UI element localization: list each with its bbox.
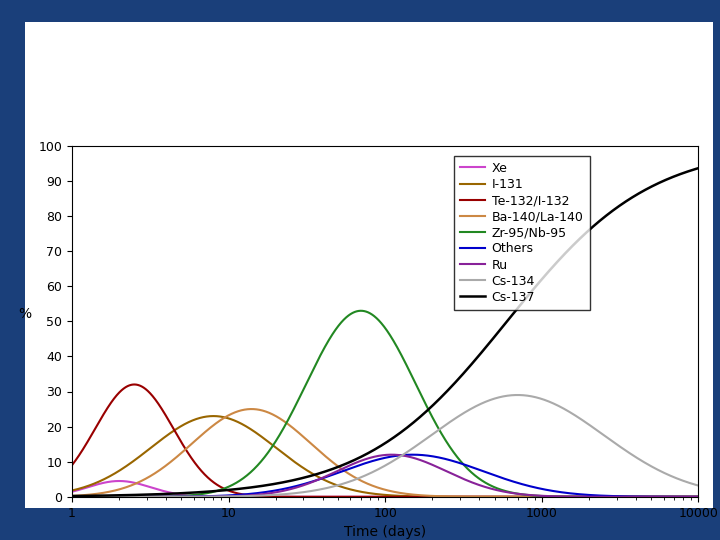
Line: Te-132/I-132: Te-132/I-132	[72, 384, 698, 497]
Ba-140/La-140	[68, 492, 76, 499]
Line: Xe: Xe	[72, 481, 698, 497]
Others	[614, 493, 623, 500]
Zr-95/Nb-95	[682, 494, 690, 500]
Te-132/I-132	[682, 494, 690, 500]
Xe	[68, 489, 76, 495]
I-131	[694, 494, 703, 500]
Ru	[682, 494, 690, 500]
Te-132/I-132	[614, 494, 623, 500]
Zr-95/Nb-95	[68, 494, 76, 500]
Ru	[68, 494, 76, 500]
Cs-137	[176, 490, 185, 496]
Line: Others: Others	[72, 455, 698, 497]
X-axis label: Time (days): Time (days)	[344, 525, 426, 539]
Ba-140/La-140	[139, 477, 148, 483]
Xe	[140, 482, 148, 488]
Ba-140/La-140	[682, 494, 690, 500]
Cs-137	[68, 493, 76, 500]
Ba-140/La-140	[336, 464, 344, 471]
Xe	[336, 494, 344, 500]
Line: I-131: I-131	[72, 416, 698, 497]
Te-132/I-132	[140, 384, 148, 391]
I-131	[209, 413, 217, 420]
Cs-134	[614, 443, 623, 449]
Zr-95/Nb-95	[694, 494, 703, 500]
Cs-134	[682, 478, 690, 485]
Cs-137	[335, 463, 343, 470]
Xe	[682, 494, 690, 500]
Zr-95/Nb-95	[308, 368, 317, 375]
Ru	[139, 494, 148, 500]
Ba-140/La-140	[694, 494, 703, 500]
Ru	[694, 494, 703, 500]
Xe	[115, 478, 124, 484]
Ba-140/La-140	[247, 406, 256, 413]
Cs-134	[694, 482, 703, 489]
Xe	[694, 494, 703, 500]
Legend: Xe, I-131, Te-132/I-132, Ba-140/La-140, Zr-95/Nb-95, Others, Ru, Cs-134, Cs-137: Xe, I-131, Te-132/I-132, Ba-140/La-140, …	[454, 156, 590, 310]
Xe	[308, 494, 317, 500]
I-131	[68, 487, 76, 494]
Te-132/I-132	[176, 438, 185, 444]
Cs-134	[68, 494, 76, 500]
Cs-134	[308, 488, 317, 494]
Ru	[614, 494, 623, 500]
Cs-137	[308, 472, 317, 478]
Te-132/I-132	[130, 381, 138, 388]
Others	[68, 494, 76, 500]
Te-132/I-132	[336, 494, 344, 500]
Cs-134	[176, 494, 185, 500]
Others	[176, 494, 185, 500]
Text: различными изотопами через некоторое время после аварии: различными изотопами через некоторое вре…	[101, 43, 642, 61]
Cs-134	[335, 482, 343, 488]
Line: Ru: Ru	[72, 455, 698, 497]
Line: Cs-134: Cs-134	[72, 395, 698, 497]
Others	[308, 478, 317, 485]
I-131	[139, 450, 148, 457]
I-131	[614, 494, 623, 500]
Cs-134	[513, 392, 522, 399]
Cs-137	[614, 203, 623, 210]
Ru	[176, 494, 185, 500]
Zr-95/Nb-95	[176, 492, 185, 499]
Ru	[387, 451, 396, 458]
Others	[335, 469, 343, 476]
Te-132/I-132	[308, 494, 317, 500]
Zr-95/Nb-95	[335, 321, 343, 328]
Y-axis label: %: %	[18, 307, 31, 321]
Line: Cs-137: Cs-137	[72, 168, 698, 496]
I-131	[682, 494, 690, 500]
Cs-134	[139, 494, 148, 500]
I-131	[308, 470, 317, 477]
I-131	[176, 423, 185, 430]
Ba-140/La-140	[176, 450, 185, 457]
Xe	[176, 491, 185, 498]
Others	[682, 494, 690, 500]
Others	[408, 451, 417, 458]
Ru	[308, 479, 317, 485]
Zr-95/Nb-95	[614, 494, 623, 500]
Ba-140/La-140	[614, 494, 623, 500]
Line: Zr-95/Nb-95: Zr-95/Nb-95	[72, 311, 698, 497]
Te-132/I-132	[68, 462, 76, 468]
I-131	[336, 483, 344, 489]
Zr-95/Nb-95	[356, 308, 365, 314]
Cs-137	[139, 491, 148, 498]
Cs-137	[694, 165, 703, 171]
Ba-140/La-140	[308, 442, 317, 448]
Xe	[614, 494, 623, 500]
Ru	[335, 467, 343, 474]
Others	[139, 494, 148, 500]
Others	[694, 494, 703, 500]
Zr-95/Nb-95	[139, 494, 148, 500]
Cs-137	[682, 169, 690, 176]
Line: Ba-140/La-140: Ba-140/La-140	[72, 409, 698, 497]
Text: Процентное соотношение загрязнения, создаваемого: Процентное соотношение загрязнения, созд…	[101, 24, 577, 42]
Te-132/I-132	[694, 494, 703, 500]
